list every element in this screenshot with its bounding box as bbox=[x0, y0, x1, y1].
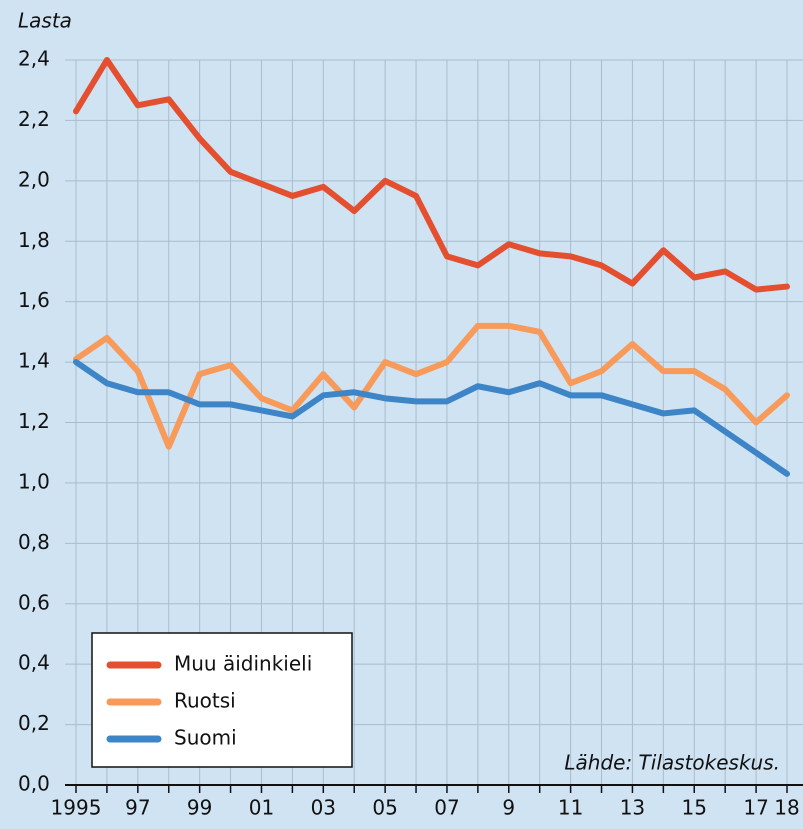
y-tick-label: 1,8 bbox=[18, 228, 50, 252]
y-axis-label: Lasta bbox=[18, 9, 72, 33]
y-tick-label: 0,0 bbox=[18, 772, 50, 796]
legend-label: Suomi bbox=[174, 726, 237, 750]
line-series bbox=[73, 322, 790, 450]
y-tick-label: 0,8 bbox=[18, 530, 50, 554]
x-tick-label: 05 bbox=[372, 796, 397, 820]
legend-box bbox=[91, 632, 353, 768]
x-tick-label: 01 bbox=[249, 796, 274, 820]
x-tick-label: 13 bbox=[620, 796, 645, 820]
x-tick-label: 17 bbox=[743, 796, 768, 820]
x-tick-label: 99 bbox=[187, 796, 212, 820]
y-tick-label: 2,0 bbox=[18, 167, 50, 191]
y-tick-label: 1,6 bbox=[18, 288, 50, 312]
y-tick-label: 1,0 bbox=[18, 469, 50, 493]
legend-label: Muu äidinkieli bbox=[174, 652, 312, 676]
x-tick-label: 9 bbox=[502, 796, 515, 820]
x-tick-label: 11 bbox=[558, 796, 583, 820]
y-tick-label: 1,4 bbox=[18, 349, 50, 373]
x-tick-label: 07 bbox=[434, 796, 459, 820]
y-tick-label: 0,2 bbox=[18, 711, 50, 735]
line-series bbox=[73, 359, 790, 477]
y-tick-label: 1,2 bbox=[18, 409, 50, 433]
x-tick-label: 15 bbox=[682, 796, 707, 820]
y-tick-label: 0,4 bbox=[18, 651, 50, 675]
source: Lähde: Tilastokeskus. bbox=[564, 751, 780, 775]
line-series bbox=[73, 57, 790, 293]
y-tick-label: 2,2 bbox=[18, 107, 50, 131]
x-tick-label: 18 bbox=[774, 796, 799, 820]
x-tick-label: 1995 bbox=[51, 796, 102, 820]
legend-label: Ruotsi bbox=[174, 689, 236, 713]
x-tick-label: 03 bbox=[311, 796, 336, 820]
y-tick-label: 0,6 bbox=[18, 590, 50, 614]
x-tick-label: 97 bbox=[125, 796, 150, 820]
y-tick-label: 2,4 bbox=[18, 47, 50, 71]
